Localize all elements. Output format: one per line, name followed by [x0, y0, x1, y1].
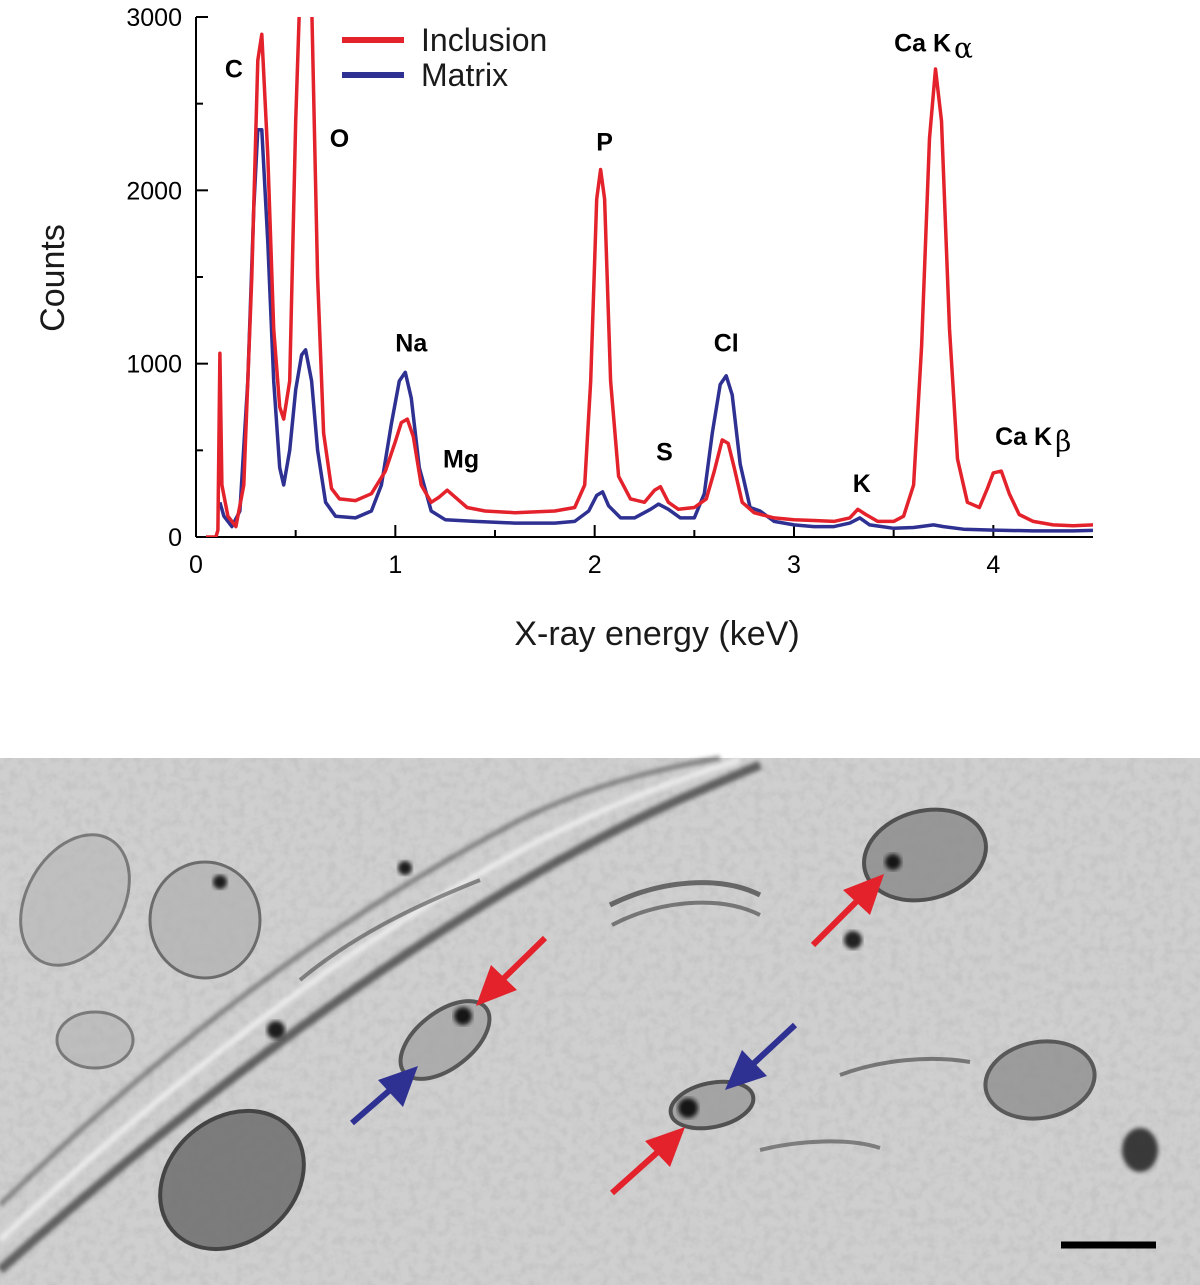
inclusion-arrow-red [609, 1127, 685, 1196]
x-axis-title: X-ray energy (keV) [514, 615, 799, 653]
legend-label: Matrix [421, 57, 508, 93]
peak-label: Cl [714, 330, 739, 358]
peak-label: K [853, 470, 871, 498]
y-axis-title: Counts [34, 224, 72, 332]
legend-label: Inclusion [421, 22, 547, 58]
x-tick-label: 2 [588, 551, 602, 579]
peak-label: Na [395, 330, 428, 358]
matrix-arrow-blue [725, 1022, 798, 1090]
peak-label: P [596, 128, 613, 156]
inclusion-arrow-red [476, 935, 548, 1006]
x-tick-label: 1 [388, 551, 402, 579]
chart-axes: 0 1 2 3 4 0 1000 2000 3000 [126, 4, 1093, 579]
y-tick-label: 2000 [126, 177, 182, 205]
peak-label: O [330, 125, 349, 153]
peak-label: Mg [443, 446, 479, 474]
x-tick-label: 0 [189, 551, 203, 579]
inclusion-arrow-red [810, 874, 884, 948]
x-tick-label: 4 [986, 551, 1000, 579]
y-tick-label: 1000 [126, 351, 182, 379]
peak-label: C [225, 56, 243, 84]
em-image-region [0, 755, 1200, 1285]
y-tick-label: 3000 [126, 4, 182, 32]
x-tick-label: 3 [787, 551, 801, 579]
peak-label: S [656, 439, 673, 467]
matrix-arrow-blue [350, 1066, 418, 1126]
series-line-matrix [218, 127, 1093, 533]
y-tick-label: 0 [168, 524, 182, 552]
chart-series-layer [206, 17, 1093, 537]
series-line-inclusion [206, 17, 1093, 537]
